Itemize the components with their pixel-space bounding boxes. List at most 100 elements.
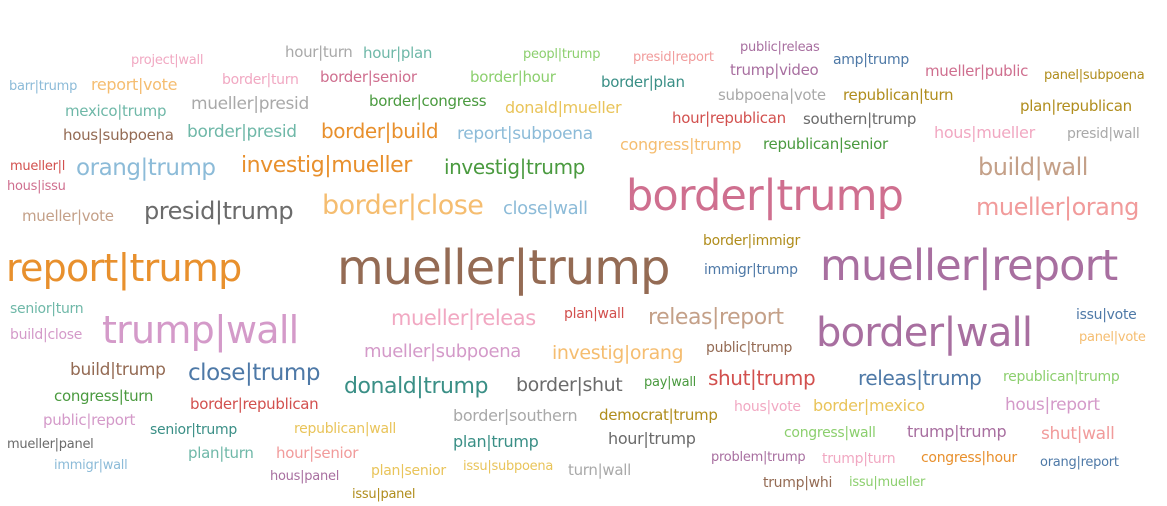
word-border-turn: border|turn [222,71,299,88]
word-close-trump: close|trump [188,359,320,386]
word-mueller-trump: mueller|trump [337,239,671,296]
word-issu-panel: issu|panel [352,486,416,502]
word-mexico-trump: mexico|trump [65,102,167,120]
word-hous-panel: hous|panel [270,468,340,484]
word-build-trump: build|trump [70,360,166,381]
word-trump-wall: trump|wall [102,307,299,352]
word-border-plan: border|plan [601,73,685,91]
word-congress-turn: congress|turn [54,387,154,405]
word-build-close: build|close [10,326,83,343]
word-republican-wall: republican|wall [294,420,396,437]
word-border-southern: border|southern [453,406,578,426]
word-investig-mueller: investig|mueller [241,153,412,179]
word-plan-turn: plan|turn [188,444,254,462]
word-presid-wall: presid|wall [1067,125,1140,142]
word-investig-orang: investig|orang [552,341,684,364]
word-immigr-wall: immigr|wall [54,457,128,473]
word-mueller-presid: mueller|presid [191,94,309,115]
word-hour-republican: hour|republican [672,109,786,127]
word-panel-subpoena: panel|subpoena [1044,67,1145,83]
word-senior-turn: senior|turn [10,300,84,317]
word-border-close: border|close [322,190,484,222]
word-project-wall: project|wall [131,52,204,68]
word-mueller-l: mueller|l [10,158,66,174]
word-trump-video: trump|video [730,61,819,79]
word-hous-subpoena: hous|subpoena [63,126,174,144]
word-public-report: public|report [43,411,136,429]
word-issu-subpoena: issu|subpoena [463,458,554,474]
word-mueller-releas: mueller|releas [391,306,536,331]
word-democrat-trump: democrat|trump [599,406,718,424]
word-mueller-public: mueller|public [925,62,1029,80]
word-hour-turn: hour|turn [285,43,353,61]
word-panel-vote: panel|vote [1079,329,1146,345]
word-border-senior: border|senior [320,68,417,86]
word-plan-wall: plan|wall [564,305,625,322]
word-immigr-trump: immigr|trump [704,261,798,278]
word-border-trump: border|trump [626,170,904,221]
word-hous-report: hous|report [1005,395,1100,416]
word-presid-trump: presid|trump [144,196,294,225]
word-pay-wall: pay|wall [644,374,697,390]
word-border-hour: border|hour [470,68,556,86]
word-plan-senior: plan|senior [371,462,446,479]
word-hour-plan: hour|plan [363,44,433,62]
word-report-vote: report|vote [91,75,178,95]
word-hous-vote: hous|vote [734,398,801,415]
word-orang-trump: orang|trump [76,154,216,181]
word-republican-turn: republican|turn [843,86,954,104]
word-mueller-subpoena: mueller|subpoena [364,340,521,362]
word-border-mexico: border|mexico [813,396,925,416]
word-hous-mueller: hous|mueller [934,123,1035,143]
word-mueller-report: mueller|report [820,240,1118,291]
word-public-releas: public|releas [740,39,820,55]
word-plan-trump: plan|trump [453,432,539,452]
word-peopl-trump: peopl|trump [523,46,601,62]
word-build-wall: build|wall [978,152,1088,181]
word-border-wall: border|wall [816,310,1033,356]
word-turn-wall: turn|wall [568,461,631,479]
word-trump-trump: trump|trump [907,422,1007,442]
word-trump-whi: trump|whi [763,474,833,491]
word-hour-senior: hour|senior [276,444,359,462]
word-border-congress: border|congress [369,92,487,110]
word-releas-report: releas|report [648,305,784,331]
word-problem-trump: problem|trump [711,449,806,465]
word-border-build: border|build [321,119,439,143]
word-amp-trump: amp|trump [833,51,909,68]
word-southern-trump: southern|trump [803,110,917,128]
word-congress-wall: congress|wall [784,424,876,441]
word-donald-mueller: donald|mueller [505,98,622,118]
word-shut-trump: shut|trump [708,366,816,390]
word-plan-republican: plan|republican [1020,97,1132,115]
word-subpoena-vote: subpoena|vote [718,86,826,104]
word-public-trump: public|trump [706,339,793,356]
word-presid-report: presid|report [633,49,714,65]
word-mueller-panel: mueller|panel [7,436,94,452]
word-report-subpoena: report|subpoena [457,124,593,145]
word-senior-trump: senior|trump [150,421,237,438]
word-investig-trump: investig|trump [444,155,585,179]
word-border-republican: border|republican [190,395,319,413]
word-border-presid: border|presid [187,122,297,143]
word-mueller-vote: mueller|vote [22,207,114,225]
word-hour-trump: hour|trump [608,429,696,449]
word-republican-senior: republican|senior [763,135,888,153]
word-close-wall: close|wall [503,197,588,219]
word-republican-trump: republican|trump [1003,368,1120,385]
word-hous-issu: hous|issu [7,178,66,194]
word-trump-turn: trump|turn [822,450,896,467]
word-shut-wall: shut|wall [1041,424,1115,445]
word-releas-trump: releas|trump [858,366,982,390]
word-congress-hour: congress|hour [921,449,1017,466]
word-issu-mueller: issu|mueller [849,474,926,490]
word-border-shut: border|shut [516,373,623,396]
word-issu-vote: issu|vote [1076,306,1137,323]
word-congress-trump: congress|trump [620,135,742,155]
word-border-immigr: border|immigr [703,232,800,249]
word-barr-trump: barr|trump [9,78,78,94]
word-orang-report: orang|report [1040,454,1119,470]
word-report-trump: report|trump [6,245,242,290]
word-mueller-orang: mueller|orang [976,192,1139,221]
